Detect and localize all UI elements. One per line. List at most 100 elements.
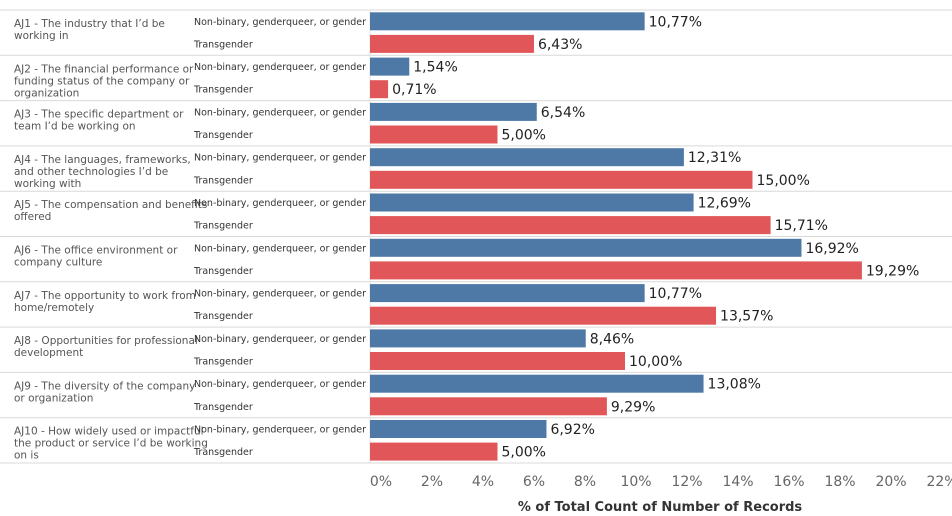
series-label: Non-binary, genderqueer, or gender no..	[194, 62, 387, 73]
value-label: 6,43%	[538, 37, 582, 53]
series-label: Transgender	[193, 447, 253, 458]
category-label-line: AJ3 - The specific department or	[14, 109, 184, 121]
value-label: 6,54%	[541, 105, 585, 121]
bar	[370, 102, 537, 121]
value-label: 16,92%	[805, 241, 858, 257]
category-label-line: or organization	[14, 392, 93, 404]
series-labels: Non-binary, genderqueer, or gender no.. T…	[193, 17, 387, 458]
series-label: Non-binary, genderqueer, or gender no..	[194, 243, 387, 254]
value-label: 13,57%	[720, 309, 773, 325]
category-label-line: development	[14, 347, 83, 359]
series-label: Non-binary, genderqueer, or gender no..	[194, 198, 387, 209]
category-labels: AJ1 - The industry that I’d be working in…	[14, 18, 208, 462]
value-label: 10,77%	[649, 14, 702, 30]
series-label: Non-binary, genderqueer, or gender no..	[194, 425, 387, 436]
bar	[370, 80, 389, 99]
bar	[370, 329, 586, 348]
category-label-line: the product or service I’d be working	[14, 438, 208, 450]
category-label-line: AJ7 - The opportunity to work from	[14, 290, 196, 302]
category-label-line: AJ2 - The financial performance or	[14, 63, 194, 75]
x-tick-label: 16%	[773, 474, 804, 490]
category-label: AJ7 - The opportunity to work from home/r…	[14, 290, 196, 314]
series-label: Transgender	[193, 85, 253, 96]
bar	[370, 193, 694, 212]
x-tick-label: 6%	[523, 474, 545, 490]
series-label: Transgender	[193, 130, 253, 141]
bar	[370, 57, 410, 76]
category-label-line: offered	[14, 211, 51, 223]
bar	[370, 216, 771, 235]
series-label: Transgender	[193, 402, 253, 413]
category-label-line: organization	[14, 87, 79, 99]
x-tick-label: 4%	[472, 474, 494, 490]
value-labels: 10,77% 6,43% 1,54% 0,71% 6,54% 5,00% 12,31% 15,…	[392, 14, 919, 460]
value-label: 0,71%	[392, 82, 436, 98]
value-label: 13,08%	[708, 377, 761, 393]
value-label: 8,46%	[590, 331, 634, 347]
series-label: Non-binary, genderqueer, or gender no..	[194, 107, 387, 118]
category-label-line: and other technologies I’d be	[14, 166, 168, 178]
bar	[370, 420, 547, 438]
category-label: AJ10 - How widely used or impactful the p…	[14, 426, 208, 462]
category-label: AJ8 - Opportunities for professional deve…	[14, 335, 198, 359]
value-label: 6,92%	[550, 422, 594, 438]
x-tick-label: 14%	[722, 474, 753, 490]
category-label-line: company culture	[14, 257, 102, 269]
category-label: AJ9 - The diversity of the company or org…	[14, 380, 195, 404]
series-label: Non-binary, genderqueer, or gender no..	[194, 334, 387, 345]
value-label: 10,77%	[649, 286, 702, 302]
row-dividers	[0, 9, 952, 464]
x-tick-label: 2%	[421, 474, 443, 490]
series-label: Transgender	[193, 266, 253, 277]
bar	[370, 148, 684, 167]
category-label-line: AJ4 - The languages, frameworks,	[14, 154, 191, 166]
value-label: 12,69%	[698, 196, 751, 212]
x-tick-label: 12%	[671, 474, 702, 490]
value-label: 5,00%	[502, 445, 546, 461]
bar	[370, 374, 704, 393]
category-label-line: team I’d be working on	[14, 121, 136, 133]
category-label-line: home/remotely	[14, 302, 94, 314]
bar	[370, 34, 534, 53]
bar	[370, 352, 625, 370]
bars	[370, 12, 862, 461]
bar	[370, 170, 753, 189]
category-label: AJ3 - The specific department or team I’d…	[14, 109, 184, 133]
category-label-line: AJ1 - The industry that I’d be	[14, 18, 165, 30]
category-label: AJ1 - The industry that I’d be working in	[14, 18, 165, 42]
category-label: AJ4 - The languages, frameworks, and othe…	[14, 154, 191, 190]
series-label: Non-binary, genderqueer, or gender no..	[194, 379, 387, 390]
bar	[370, 284, 645, 303]
value-label: 15,00%	[757, 173, 810, 189]
bar	[370, 397, 607, 416]
x-axis-ticks: 0% 2% 4% 6% 8% 10% 12% 14% 16% 18% 20% 22%	[370, 474, 952, 490]
x-axis-title: % of Total Count of Number of Records	[518, 500, 803, 515]
value-label: 19,29%	[866, 263, 919, 279]
category-label: AJ5 - The compensation and benefits offer…	[14, 199, 207, 223]
series-label: Transgender	[193, 39, 253, 50]
value-label: 5,00%	[502, 128, 546, 144]
bar	[370, 442, 498, 461]
series-label: Transgender	[193, 175, 253, 186]
bar	[370, 238, 802, 257]
bar	[370, 125, 498, 144]
series-label: Transgender	[193, 221, 253, 232]
value-label: 10,00%	[629, 354, 682, 370]
x-tick-label: 10%	[620, 474, 651, 490]
category-label-line: funding status of the company or	[14, 75, 190, 87]
value-label: 1,54%	[413, 60, 457, 76]
series-label: Transgender	[193, 311, 253, 322]
category-label-line: working in	[14, 30, 69, 42]
x-tick-label: 8%	[574, 474, 596, 490]
value-label: 9,29%	[611, 399, 655, 415]
x-tick-label: 18%	[824, 474, 855, 490]
x-tick-label: 0%	[370, 474, 392, 490]
series-label: Non-binary, genderqueer, or gender no..	[194, 153, 387, 164]
category-label-line: AJ6 - The office environment or	[14, 245, 178, 257]
series-label: Non-binary, genderqueer, or gender no..	[194, 289, 387, 300]
category-label-line: working with	[14, 178, 81, 190]
category-label: AJ6 - The office environment or company c…	[14, 245, 178, 269]
x-tick-label: 20%	[875, 474, 906, 490]
series-label: Non-binary, genderqueer, or gender no..	[194, 17, 387, 28]
